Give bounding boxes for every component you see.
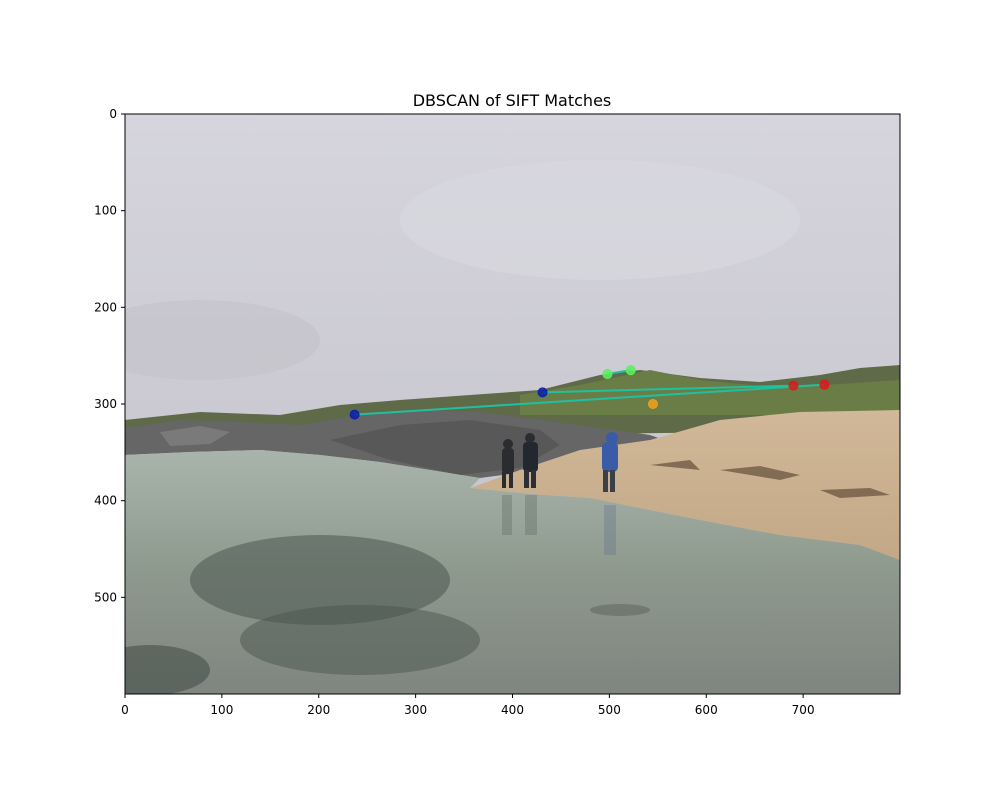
beach-photo — [125, 114, 900, 694]
x-axis: 0 100 200 300 400 500 600 700 — [121, 694, 815, 717]
cluster-point — [349, 409, 360, 420]
x-tick-label: 600 — [695, 703, 718, 717]
match-line — [354, 383, 825, 416]
y-tick-label: 500 — [94, 590, 117, 604]
cluster-point — [647, 399, 658, 409]
y-tick-label: 100 — [94, 204, 117, 218]
y-tick-label: 200 — [94, 300, 117, 314]
person-figure — [502, 439, 514, 488]
y-tick-label: 0 — [109, 107, 117, 121]
person-figure — [523, 433, 538, 488]
cluster-point — [537, 387, 548, 398]
chart-title: DBSCAN of SIFT Matches — [413, 91, 612, 110]
x-tick-label: 400 — [501, 703, 524, 717]
cluster-point — [625, 365, 636, 376]
data-layer — [349, 365, 830, 420]
y-tick-label: 400 — [94, 494, 117, 508]
match-line — [542, 384, 794, 394]
x-tick-label: 500 — [598, 703, 621, 717]
person-figure — [602, 432, 618, 492]
x-tick-label: 200 — [307, 703, 330, 717]
plot-area — [125, 114, 900, 694]
x-tick-label: 300 — [404, 703, 427, 717]
cluster-point — [602, 369, 613, 380]
cluster-point — [819, 379, 830, 390]
y-axis: 0 100 200 300 400 500 — [94, 107, 125, 604]
x-tick-label: 100 — [210, 703, 233, 717]
cluster-point — [788, 380, 799, 391]
x-tick-label: 700 — [792, 703, 815, 717]
x-tick-label: 0 — [121, 703, 129, 717]
y-tick-label: 300 — [94, 397, 117, 411]
